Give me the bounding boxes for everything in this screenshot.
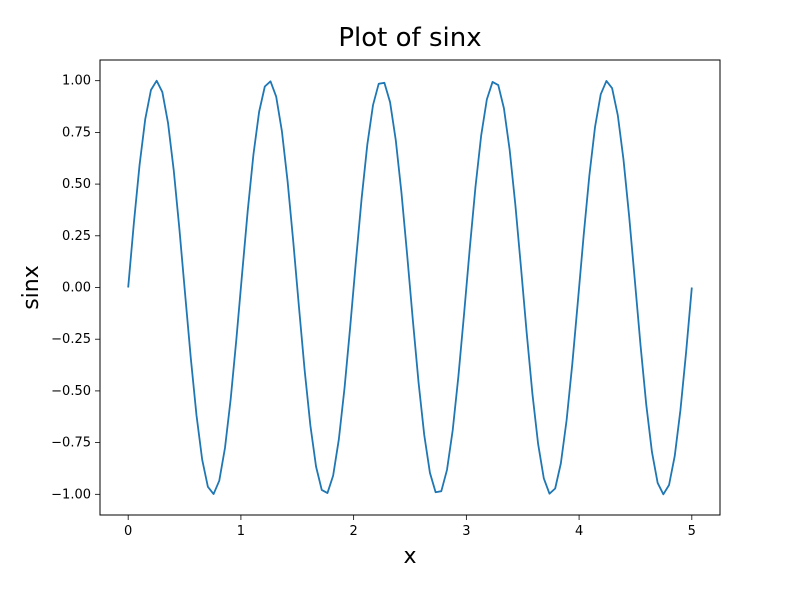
x-tick-label: 4 — [575, 524, 583, 539]
y-tick-label: 1.00 — [62, 74, 91, 89]
x-axis-label: x — [403, 544, 416, 569]
y-tick-label: 0.75 — [62, 125, 91, 140]
line-chart: Plot of sinx 0 1 2 3 4 5 −1.00 −0.75 −0.50 −0.25… — [0, 0, 800, 600]
y-tick-label: −1.00 — [51, 487, 91, 502]
x-tick-label: 5 — [688, 524, 696, 539]
y-tick-label: 0.50 — [62, 177, 91, 192]
y-tick-label: 0.00 — [62, 281, 91, 296]
y-ticks: −1.00 −0.75 −0.50 −0.25 0.00 0.25 0.50 0.75 1.00 — [51, 74, 100, 503]
x-ticks: 0 1 2 3 4 5 — [124, 515, 696, 539]
y-tick-label: 0.25 — [62, 229, 91, 244]
x-tick-label: 1 — [237, 524, 245, 539]
y-axis-label: sinx — [19, 265, 44, 310]
chart-title: Plot of sinx — [338, 23, 481, 53]
y-tick-label: −0.50 — [51, 384, 91, 399]
chart-container: Plot of sinx 0 1 2 3 4 5 −1.00 −0.75 −0.50 −0.25… — [0, 0, 800, 600]
line-series-sinx — [128, 81, 692, 495]
x-tick-label: 3 — [462, 524, 470, 539]
x-tick-label: 0 — [124, 524, 132, 539]
y-tick-label: −0.25 — [51, 332, 91, 347]
y-tick-label: −0.75 — [51, 436, 91, 451]
x-tick-label: 2 — [349, 524, 357, 539]
